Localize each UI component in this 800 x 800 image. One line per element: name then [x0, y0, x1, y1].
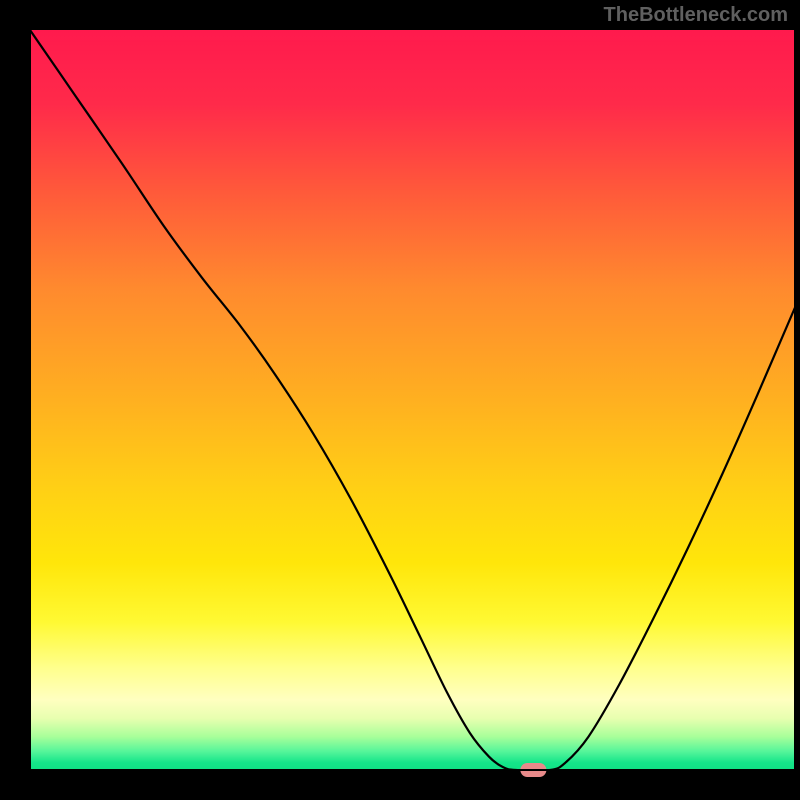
- bottleneck-chart: [0, 0, 800, 800]
- watermark-text: TheBottleneck.com: [604, 4, 788, 27]
- gradient-background: [30, 30, 795, 770]
- chart-container: TheBottleneck.com: [0, 0, 800, 800]
